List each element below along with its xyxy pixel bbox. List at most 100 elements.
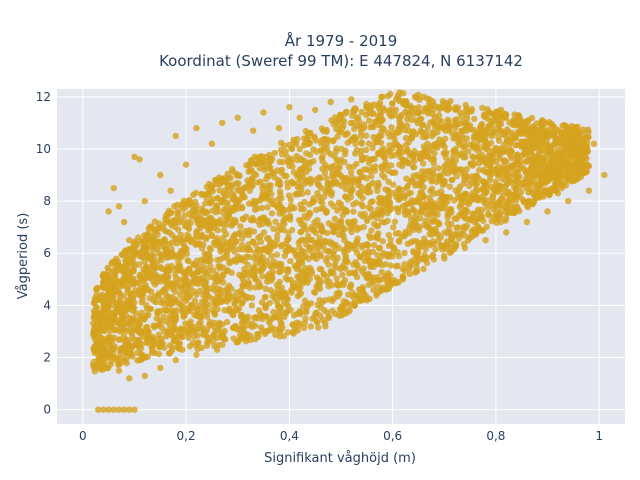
data-point [234,338,241,346]
data-point [166,315,174,323]
data-point [322,319,329,326]
data-point [501,146,508,153]
data-point [389,100,396,107]
data-point [244,261,251,269]
data-point [278,169,285,176]
data-point [368,213,376,220]
data-point [554,146,561,153]
data-point [163,217,170,224]
data-point [387,272,394,279]
data-point [505,188,512,195]
data-point [359,286,366,293]
data-point [233,289,240,296]
data-point [401,261,408,268]
data-point [271,174,278,181]
data-point [350,300,358,307]
data-point [524,202,531,210]
data-point [285,234,292,242]
data-point [325,283,332,290]
data-point [330,121,337,128]
data-point [399,203,407,210]
data-point [118,346,126,353]
data-point [193,229,200,236]
data-point [370,133,377,141]
data-point [214,294,221,301]
data-point [451,166,458,173]
data-point [426,230,433,238]
data-point [99,298,107,306]
data-point [162,271,170,279]
data-point [300,303,307,310]
data-point [401,249,408,257]
y-tick-label: 0 [43,403,51,417]
data-point [431,123,439,130]
data-point [550,141,557,148]
data-point [393,263,400,270]
data-point [387,203,394,210]
data-point [191,333,198,340]
data-point [234,114,241,121]
data-point [373,233,380,241]
data-point [580,146,587,154]
data-point [253,198,261,205]
data-point [327,151,334,158]
data-point [570,177,577,184]
data-point [337,111,345,119]
data-point [389,106,396,114]
data-point [267,317,274,324]
data-point [217,248,224,255]
data-point [348,228,355,236]
data-point [482,138,489,145]
data-point [301,163,308,170]
data-point [107,361,114,368]
data-point [162,244,169,252]
data-point [312,176,320,183]
data-point [286,104,293,111]
data-point [384,129,391,136]
data-point [193,312,201,320]
data-point [110,184,118,192]
data-point [325,314,332,321]
data-point [146,224,154,231]
data-point [141,372,148,379]
data-point [303,307,310,314]
data-point [388,124,395,131]
data-point [370,110,377,117]
data-point [402,157,409,164]
data-point [221,327,228,335]
data-point [431,150,438,157]
data-point [191,297,199,304]
data-point [183,269,190,276]
data-point [132,243,139,250]
data-point [236,229,244,236]
data-point [420,192,427,200]
data-point [219,119,226,127]
data-point [376,113,384,121]
data-point [360,265,367,272]
data-point [331,310,339,317]
data-point [276,268,284,275]
data-point [101,327,108,335]
data-point [245,322,252,329]
data-point [393,279,400,286]
data-point [483,223,490,230]
data-point [395,149,403,156]
data-point [439,181,446,189]
data-point [395,186,402,193]
data-point [502,130,509,137]
data-point [156,238,163,245]
data-point [129,353,136,360]
data-point [277,293,284,301]
data-point [285,267,292,274]
data-point [342,147,349,155]
data-point [335,199,342,206]
data-point [342,252,349,260]
data-point [267,246,274,253]
data-point [195,320,203,328]
data-point [258,153,266,160]
data-point [441,197,448,205]
data-point [451,245,458,253]
data-point [298,277,305,284]
data-point [486,109,493,117]
data-point [235,172,243,179]
